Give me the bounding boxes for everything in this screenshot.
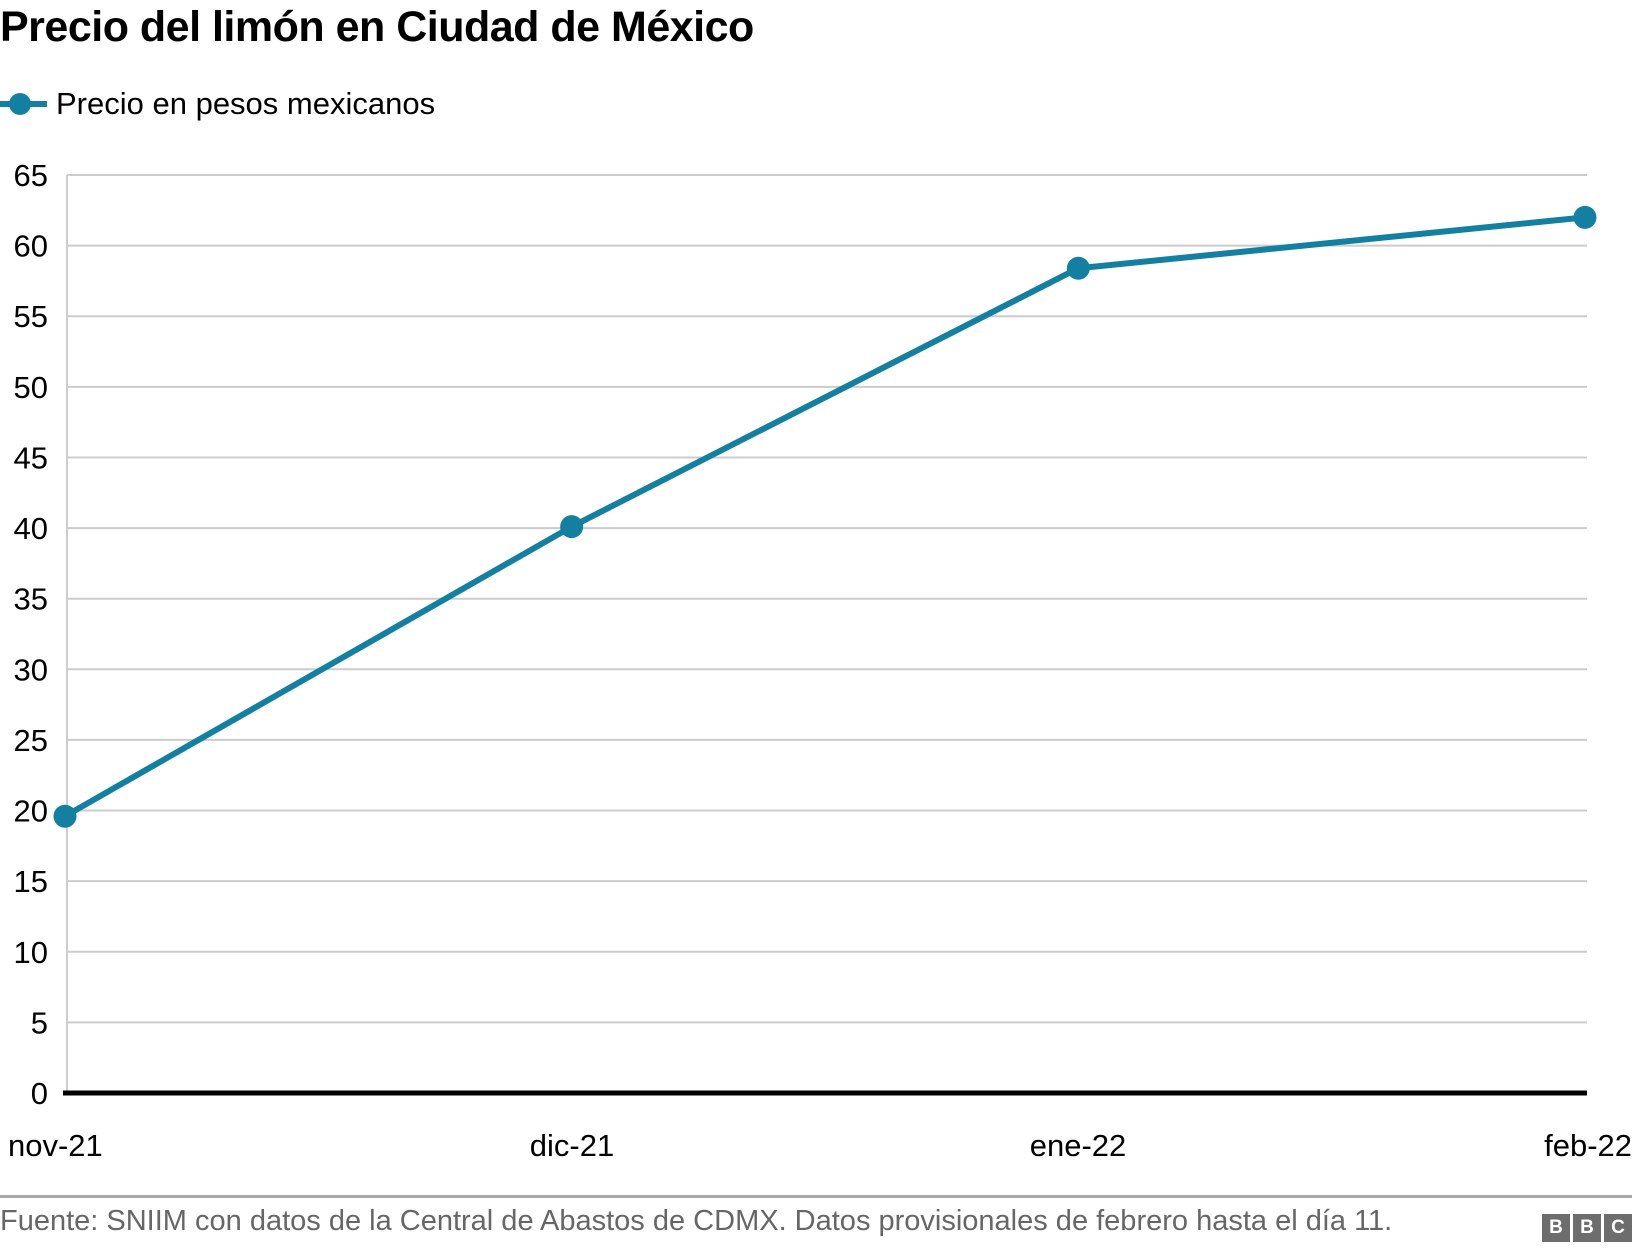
bbc-logo-letter: B (1573, 1214, 1601, 1242)
x-tick-label: nov-21 (8, 1128, 103, 1163)
bbc-logo-letter: B (1542, 1214, 1570, 1242)
footer-divider (0, 1195, 1632, 1198)
svg-text:60: 60 (14, 229, 48, 264)
svg-text:65: 65 (14, 158, 48, 193)
svg-text:20: 20 (14, 794, 48, 829)
svg-text:50: 50 (14, 370, 48, 405)
legend: Precio en pesos mexicanos (0, 86, 435, 122)
svg-text:0: 0 (31, 1076, 48, 1111)
svg-text:35: 35 (14, 582, 48, 617)
legend-line-dot-icon (0, 93, 47, 115)
data-point (53, 804, 77, 828)
data-point (560, 515, 584, 539)
svg-text:30: 30 (14, 652, 48, 687)
y-gridlines (67, 174, 1587, 1024)
y-tick-labels: 0 5 10 15 20 25 30 35 40 45 50 55 60 65 (14, 158, 48, 1111)
x-tick-label: dic-21 (529, 1128, 615, 1163)
svg-text:40: 40 (14, 511, 48, 546)
x-tick-label: ene-22 (1029, 1128, 1127, 1163)
legend-label: Precio en pesos mexicanos (56, 86, 436, 121)
svg-text:5: 5 (31, 1005, 48, 1040)
data-point (1573, 205, 1597, 229)
bbc-logo-letter: C (1604, 1214, 1632, 1242)
bbc-logo: B B C (1542, 1214, 1632, 1242)
svg-text:45: 45 (14, 440, 48, 475)
svg-text:15: 15 (14, 864, 48, 899)
source-text: Fuente: SNIIM con datos de la Central de… (0, 1205, 1393, 1237)
svg-text:55: 55 (14, 299, 48, 334)
svg-text:25: 25 (14, 723, 48, 758)
chart-title: Precio del limón en Ciudad de México (0, 3, 754, 51)
series-line (62, 214, 1588, 820)
data-point (1066, 256, 1090, 280)
x-tick-label: feb-22 (1544, 1128, 1632, 1163)
line-chart-canvas: 0 5 10 15 20 25 30 35 40 45 50 55 60 65 (14, 158, 1597, 1111)
svg-text:10: 10 (14, 935, 48, 970)
x-axis-labels: nov-21 dic-21 ene-22 feb-22 (0, 1128, 1632, 1170)
